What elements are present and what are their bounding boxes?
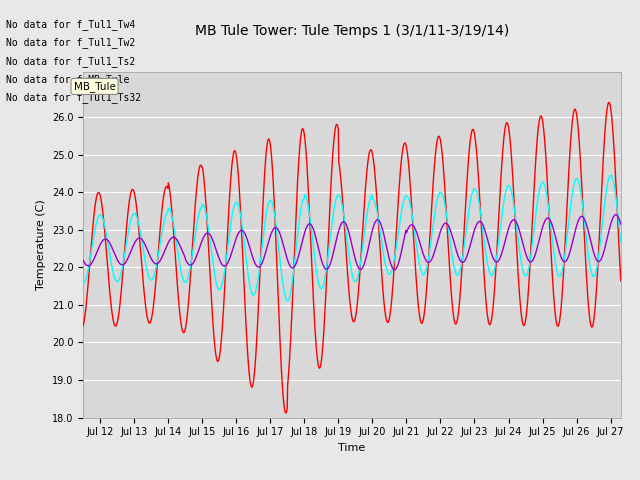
Text: MB Tule Tower: Tule Temps 1 (3/1/11-3/19/14): MB Tule Tower: Tule Temps 1 (3/1/11-3/19… [195, 24, 509, 38]
X-axis label: Time: Time [339, 443, 365, 453]
Text: No data for f_Tul1_Tw4: No data for f_Tul1_Tw4 [6, 19, 136, 30]
Text: No data for f_Tul1_Tw2: No data for f_Tul1_Tw2 [6, 37, 136, 48]
Y-axis label: Temperature (C): Temperature (C) [36, 199, 46, 290]
Text: No data for f_Tul1_Ts32: No data for f_Tul1_Ts32 [6, 92, 141, 103]
Text: No data for f_Tul1_Ts2: No data for f_Tul1_Ts2 [6, 56, 136, 67]
Text: MB_Tule: MB_Tule [74, 81, 115, 92]
Text: No data for f_MB_Tule: No data for f_MB_Tule [6, 74, 130, 85]
